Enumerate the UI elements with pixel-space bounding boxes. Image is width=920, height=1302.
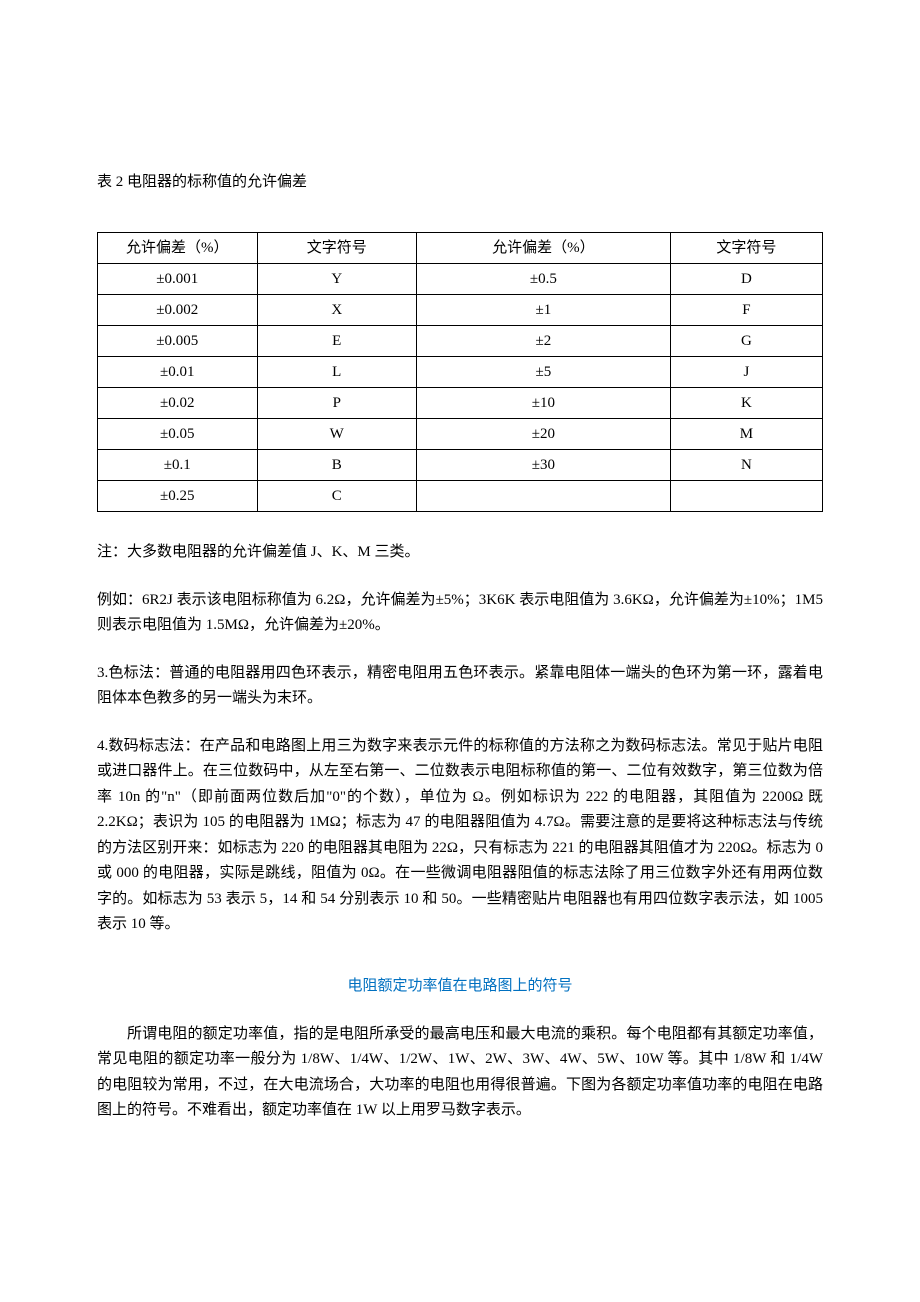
table-cell: M [670, 419, 822, 450]
table-header: 文字符号 [257, 233, 417, 264]
table-cell: P [257, 388, 417, 419]
table-cell: ±5 [417, 357, 671, 388]
table-row: ±0.25C [98, 481, 823, 512]
table-cell: Y [257, 264, 417, 295]
method4-paragraph: 4.数码标志法：在产品和电路图上用三为数字来表示元件的标称值的方法称之为数码标志… [97, 734, 823, 938]
table-cell: ±0.02 [98, 388, 258, 419]
table-row: ±0.002X±1F [98, 295, 823, 326]
table-row: ±0.05W±20M [98, 419, 823, 450]
table-title: 表 2 电阻器的标称值的允许偏差 [97, 170, 823, 194]
table-cell: F [670, 295, 822, 326]
example-paragraph: 例如：6R2J 表示该电阻标称值为 6.2Ω，允许偏差为±5%；3K6K 表示电… [97, 588, 823, 639]
table-cell: ±0.005 [98, 326, 258, 357]
table-row: ±0.005E±2G [98, 326, 823, 357]
table-cell: K [670, 388, 822, 419]
section2-title: 电阻额定功率值在电路图上的符号 [97, 974, 823, 998]
table-header-row: 允许偏差（%） 文字符号 允许偏差（%） 文字符号 [98, 233, 823, 264]
table-cell: N [670, 450, 822, 481]
table-cell: ±10 [417, 388, 671, 419]
table-cell: J [670, 357, 822, 388]
table-cell: ±1 [417, 295, 671, 326]
table-row: ±0.001Y±0.5D [98, 264, 823, 295]
table-cell: ±0.5 [417, 264, 671, 295]
table-cell: ±0.05 [98, 419, 258, 450]
table-cell: X [257, 295, 417, 326]
table-cell: ±2 [417, 326, 671, 357]
table-cell: ±0.01 [98, 357, 258, 388]
note-paragraph: 注：大多数电阻器的允许偏差值 J、K、M 三类。 [97, 540, 823, 566]
table-cell: ±0.1 [98, 450, 258, 481]
table-cell: B [257, 450, 417, 481]
table-cell: W [257, 419, 417, 450]
table-header: 允许偏差（%） [98, 233, 258, 264]
table-header: 文字符号 [670, 233, 822, 264]
table-cell: ±0.002 [98, 295, 258, 326]
table-row: ±0.01L±5J [98, 357, 823, 388]
table-row: ±0.02P±10K [98, 388, 823, 419]
table-cell [417, 481, 671, 512]
table-cell: E [257, 326, 417, 357]
table-header: 允许偏差（%） [417, 233, 671, 264]
table-cell [670, 481, 822, 512]
table-cell: ±30 [417, 450, 671, 481]
table-row: ±0.1B±30N [98, 450, 823, 481]
method3-paragraph: 3.色标法：普通的电阻器用四色环表示，精密电阻用五色环表示。紧靠电阻体一端头的色… [97, 661, 823, 712]
table-cell: C [257, 481, 417, 512]
table-cell: D [670, 264, 822, 295]
section2-content: 所谓电阻的额定功率值，指的是电阻所承受的最高电压和最大电流的乘积。每个电阻都有其… [97, 1022, 823, 1124]
tolerance-table: 允许偏差（%） 文字符号 允许偏差（%） 文字符号 ±0.001Y±0.5D±0… [97, 232, 823, 512]
table-cell: ±20 [417, 419, 671, 450]
table-cell: ±0.001 [98, 264, 258, 295]
table-cell: ±0.25 [98, 481, 258, 512]
table-cell: L [257, 357, 417, 388]
table-cell: G [670, 326, 822, 357]
